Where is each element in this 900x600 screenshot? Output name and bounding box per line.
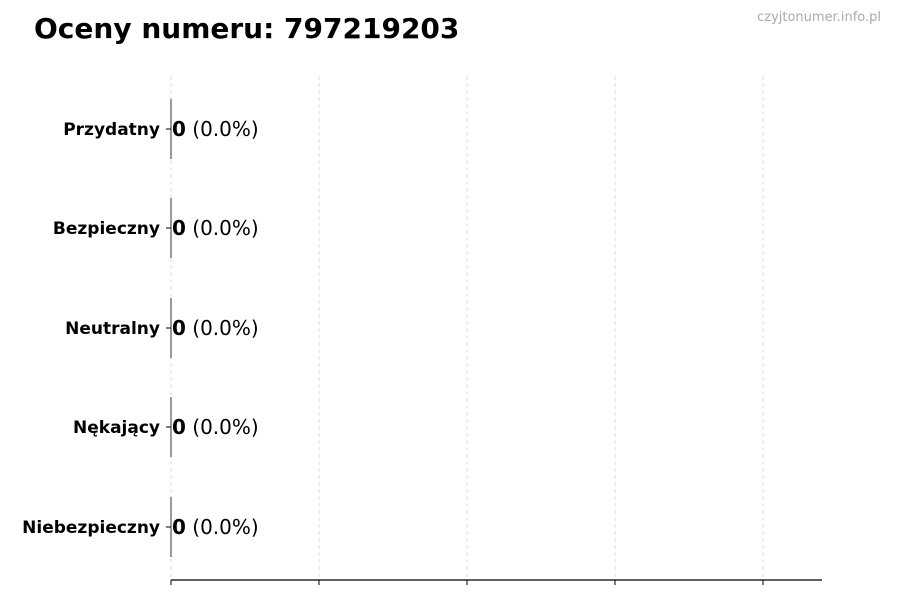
data-label-count: 0 bbox=[172, 515, 186, 539]
data-label: 0 (0.0%) bbox=[172, 415, 259, 439]
category-label: Przydatny bbox=[63, 120, 160, 140]
category-label: Niebezpieczny bbox=[22, 518, 160, 538]
data-label-percent: (0.0%) bbox=[186, 316, 259, 340]
data-label: 0 (0.0%) bbox=[172, 216, 259, 240]
data-label: 0 (0.0%) bbox=[172, 117, 259, 141]
data-label-count: 0 bbox=[172, 415, 186, 439]
category-label: Nękający bbox=[73, 418, 160, 438]
category-label: Bezpieczny bbox=[53, 219, 160, 239]
data-label: 0 (0.0%) bbox=[172, 515, 259, 539]
category-label: Neutralny bbox=[65, 319, 160, 339]
data-label-percent: (0.0%) bbox=[186, 117, 259, 141]
watermark: czyjtonumer.info.pl bbox=[757, 10, 881, 25]
data-label: 0 (0.0%) bbox=[172, 316, 259, 340]
data-label-count: 0 bbox=[172, 316, 186, 340]
chart-title: Oceny numeru: 797219203 bbox=[34, 12, 460, 45]
data-label-count: 0 bbox=[172, 216, 186, 240]
data-label-percent: (0.0%) bbox=[186, 415, 259, 439]
data-label-percent: (0.0%) bbox=[186, 515, 259, 539]
data-label-percent: (0.0%) bbox=[186, 216, 259, 240]
data-label-count: 0 bbox=[172, 117, 186, 141]
